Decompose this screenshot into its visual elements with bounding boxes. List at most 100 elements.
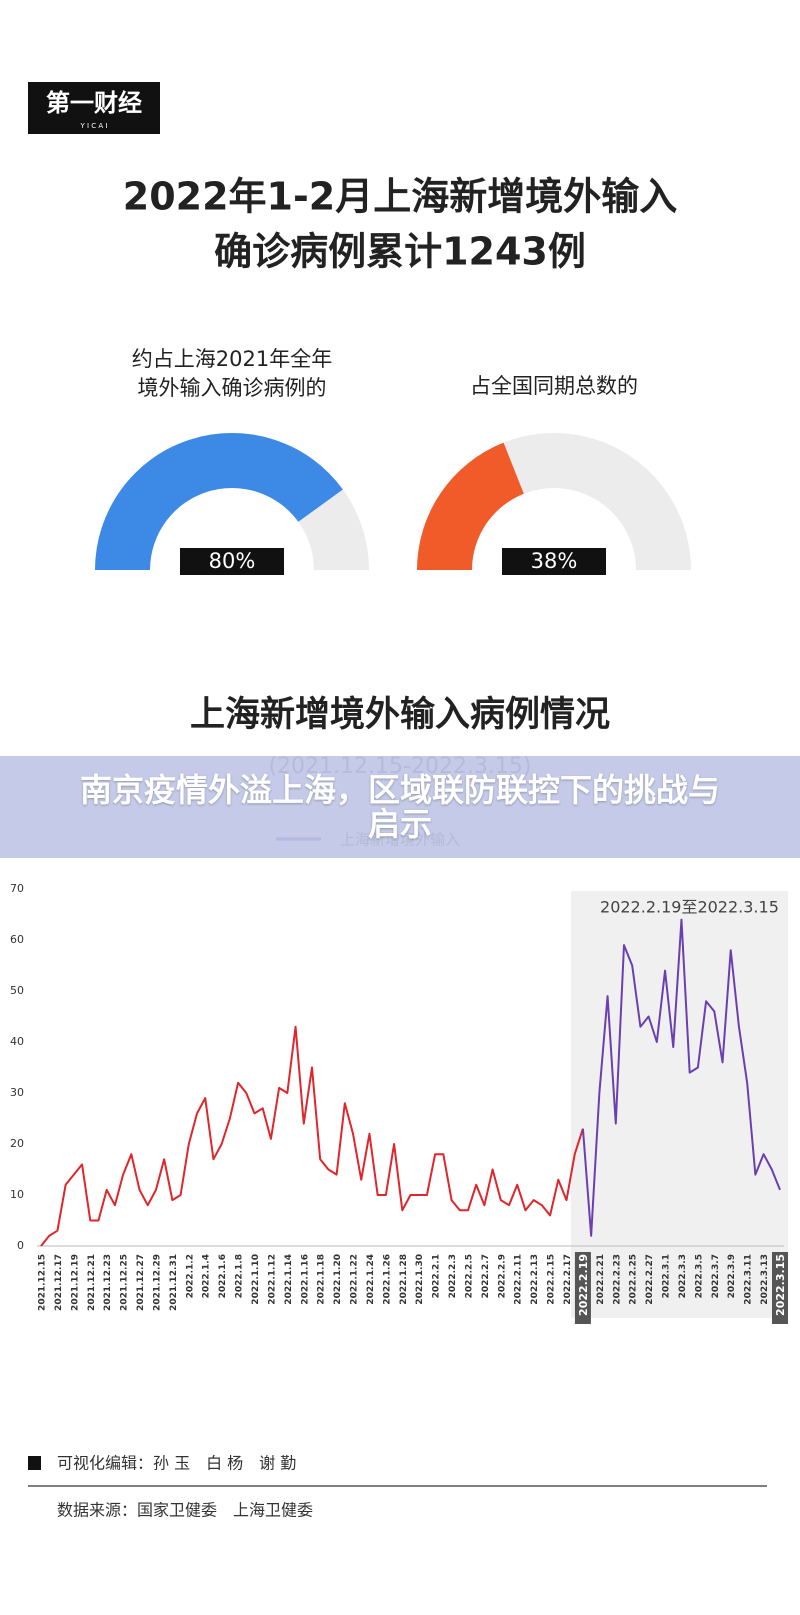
x-tick: 2021.12.19 [70,1254,80,1311]
logo-sub: Y I C A I [80,122,108,130]
x-tick: 2022.3.15 [772,1252,788,1324]
x-tick: 2022.3.7 [711,1254,721,1298]
x-tick-label: 2022.1.26 [382,1254,392,1305]
y-tick-label: 10 [10,1188,24,1201]
x-tick: 2022.3.9 [727,1254,737,1298]
gauge-title: 占全国同期总数的 [470,374,638,398]
footer-editor: 可视化编辑：孙 玉 白 杨 谢 勤 [57,1454,296,1473]
x-tick-label: 2022.1.28 [399,1254,409,1305]
x-tick-label: 2022.2.21 [596,1254,606,1305]
x-tick: 2021.12.17 [54,1254,64,1311]
x-tick-label: 2022.2.25 [629,1254,639,1305]
chart-title: 上海新增境外输入病例情况 [190,695,610,735]
y-tick-label: 40 [10,1035,24,1048]
x-tick: 2021.12.23 [103,1254,113,1311]
gauge-label: 80% [209,549,256,573]
x-tick-label: 2022.1.12 [267,1254,277,1305]
gauge-title: 约占上海2021年全年 [132,347,332,371]
y-tick-label: 0 [17,1239,24,1252]
x-tick-label: 2021.12.25 [120,1254,130,1311]
x-tick: 2022.1.8 [235,1254,245,1298]
x-tick: 2022.1.22 [350,1254,360,1305]
gauge-label-box [502,548,606,575]
x-tick: 2022.2.15 [547,1254,557,1305]
x-tick: 2021.12.21 [87,1254,97,1311]
x-tick: 2022.3.3 [678,1254,688,1298]
title-line: 2022年1-2月上海新增境外输入 [123,175,677,219]
x-tick: 2022.2.7 [481,1254,491,1298]
x-tick-label: 2022.2.27 [645,1254,655,1305]
x-tick: 2021.12.25 [120,1254,130,1311]
banner-title[interactable]: 南京疫情外溢上海，区域联防联控下的挑战与启示 [79,771,720,843]
x-tick: 2022.2.11 [514,1254,524,1305]
x-tick: 2022.1.6 [218,1254,228,1298]
x-tick-label: 2022.1.16 [300,1254,310,1305]
x-tick: 2022.3.13 [760,1254,770,1305]
x-tick: 2022.1.30 [415,1254,425,1305]
x-tick: 2022.2.19 [574,1252,591,1324]
footer-source: 数据来源：国家卫健委 上海卫健委 [57,1501,313,1520]
x-tick-label: 2022.2.11 [514,1254,524,1305]
x-tick: 2022.1.4 [202,1254,212,1298]
gauge-label-box [180,548,284,575]
x-tick: 2022.1.20 [333,1254,343,1305]
annotation: 2022.2.19至2022.3.15 [600,898,779,917]
x-tick-label: 2022.2.7 [481,1254,491,1298]
data-line [40,1025,584,1247]
x-tick-label: 2022.3.7 [711,1254,721,1298]
x-tick-label: 2022.1.8 [235,1254,245,1298]
x-tick: 2022.3.11 [744,1254,754,1305]
x-tick: 2022.1.16 [300,1254,310,1305]
x-tick: 2022.2.5 [464,1254,474,1298]
gauge-label: 38% [531,549,578,573]
x-tick-label: 2022.3.11 [744,1254,754,1305]
x-tick: 2022.2.9 [497,1254,507,1298]
x-tick-label: 2021.12.19 [70,1254,80,1311]
x-tick: 2022.3.5 [694,1254,704,1298]
x-tick-label: 2022.1.24 [366,1254,376,1305]
x-tick-label: 2022.1.4 [202,1254,212,1298]
x-tick-label: 2021.12.21 [87,1254,97,1311]
y-tick-label: 20 [10,1137,24,1150]
x-tick-label: 2022.2.3 [448,1254,458,1298]
x-tick-label: 2021.12.29 [152,1254,162,1311]
x-tick-label: 2022.2.5 [464,1254,474,1298]
gauge-title: 境外输入确诊病例的 [138,376,327,400]
data-line [581,918,781,1237]
banner[interactable]: 南京疫情外溢上海，区域联防联控下的挑战与启示 [0,756,800,858]
x-tick-label: 2022.1.22 [350,1254,360,1305]
footer-square [28,1456,41,1470]
x-tick-label: 2022.1.10 [251,1254,261,1305]
x-tick: 2021.12.27 [136,1254,146,1311]
y-tick-label: 30 [10,1086,24,1099]
x-tick-label: 2021.12.27 [136,1254,146,1311]
x-tick-label: 2022.3.1 [662,1254,672,1298]
x-tick-label: 2022.3.13 [760,1254,770,1305]
x-tick: 2022.1.2 [185,1254,195,1298]
x-tick-label: 2022.1.18 [317,1254,327,1305]
x-tick-label: 2022.2.1 [432,1254,442,1298]
x-tick-label: 2022.1.30 [415,1254,425,1305]
x-tick-label: 2022.3.15 [774,1254,787,1316]
x-tick-label: 2021.12.23 [103,1254,113,1311]
x-tick: 2022.2.27 [645,1254,655,1305]
gauge-value [417,442,524,570]
y-tick-label: 60 [10,933,24,946]
y-tick-label: 70 [10,882,24,895]
x-tick: 2022.3.1 [662,1254,672,1298]
logo-box [28,82,160,134]
x-tick: 2022.1.28 [399,1254,409,1305]
x-tick: 2022.2.21 [596,1254,606,1305]
x-tick-label: 2022.3.5 [694,1254,704,1298]
x-tick-label: 2021.12.31 [169,1254,179,1311]
x-tick: 2022.2.3 [448,1254,458,1298]
x-tick-label: 2021.12.15 [38,1254,48,1311]
x-tick: 2022.1.24 [366,1254,376,1305]
x-tick-label: 2022.2.9 [497,1254,507,1298]
x-tick-label: 2021.12.17 [54,1254,64,1311]
x-tick-label: 2022.3.3 [678,1254,688,1298]
x-tick: 2022.2.23 [612,1254,622,1305]
x-tick-label: 2022.1.6 [218,1254,228,1298]
